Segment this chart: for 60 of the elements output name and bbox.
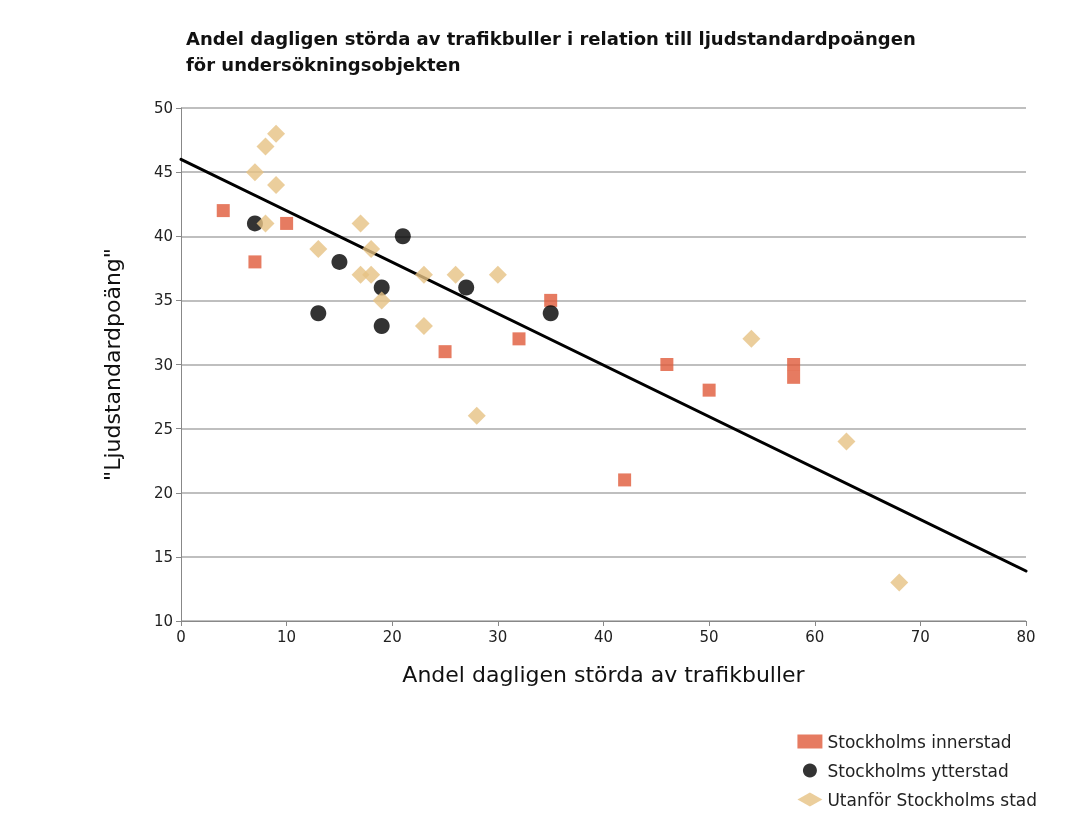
- point: [438, 345, 452, 359]
- legend-label: Stockholms innerstad: [827, 731, 1012, 752]
- x-tick-label: 0: [176, 627, 186, 646]
- point: [351, 214, 370, 233]
- point: [267, 124, 286, 143]
- point: [248, 255, 262, 269]
- point: [618, 473, 632, 487]
- legend-label: Utanför Stockholms stad: [827, 789, 1037, 810]
- y-tick-label: 45: [153, 163, 173, 182]
- point: [394, 228, 411, 245]
- y-tick-label: 10: [153, 612, 173, 630]
- point: [280, 216, 294, 230]
- point: [787, 358, 801, 371]
- point: [309, 240, 328, 259]
- x-tick-label: 40: [593, 627, 614, 646]
- y-tick-label: 50: [153, 99, 173, 117]
- point: [256, 137, 275, 156]
- y-tick-label: 25: [153, 419, 173, 438]
- x-tick-label: 20: [382, 627, 402, 646]
- chart-title: Andel dagligen störda av trafikbuller i relation till ljudstandardpoängen för undersökningsobjekten: [186, 27, 916, 75]
- y-tick-label: 20: [153, 483, 173, 502]
- x-tick-label: 30: [488, 627, 508, 646]
- point: [890, 573, 909, 592]
- point: [331, 253, 348, 270]
- point: [488, 265, 507, 284]
- point: [245, 163, 264, 182]
- point: [702, 383, 716, 397]
- point: [544, 293, 558, 307]
- point: [742, 329, 761, 348]
- y-tick-label: 15: [153, 547, 173, 566]
- x-tick-label: 60: [805, 627, 825, 646]
- point: [837, 432, 856, 451]
- point: [414, 265, 433, 284]
- point: [256, 214, 275, 233]
- point: [542, 305, 559, 322]
- legend-label: Stockholms ytterstad: [827, 760, 1009, 781]
- point: [372, 291, 391, 310]
- point: [787, 370, 801, 384]
- y-tick-label: 40: [153, 227, 173, 246]
- point: [446, 265, 465, 284]
- x-tick-label: 50: [699, 627, 719, 646]
- point: [362, 265, 381, 284]
- point: [267, 175, 286, 194]
- point: [373, 318, 390, 335]
- point: [216, 204, 230, 218]
- y-tick-label: 30: [153, 355, 173, 374]
- x-tick-label: 10: [277, 627, 297, 646]
- x-tick-label: 80: [1016, 627, 1036, 646]
- point: [660, 358, 674, 371]
- point: [414, 317, 433, 336]
- x-axis-title: Andel dagligen störda av trafikbuller: [402, 661, 806, 687]
- point: [362, 240, 381, 259]
- y-axis-title: "Ljudstandardpoäng": [99, 248, 125, 481]
- point: [310, 305, 327, 322]
- y-tick-label: 35: [153, 291, 173, 310]
- x-tick-label: 70: [910, 627, 930, 646]
- point: [512, 332, 526, 346]
- point: [467, 406, 486, 425]
- point: [373, 279, 390, 296]
- point: [458, 279, 475, 296]
